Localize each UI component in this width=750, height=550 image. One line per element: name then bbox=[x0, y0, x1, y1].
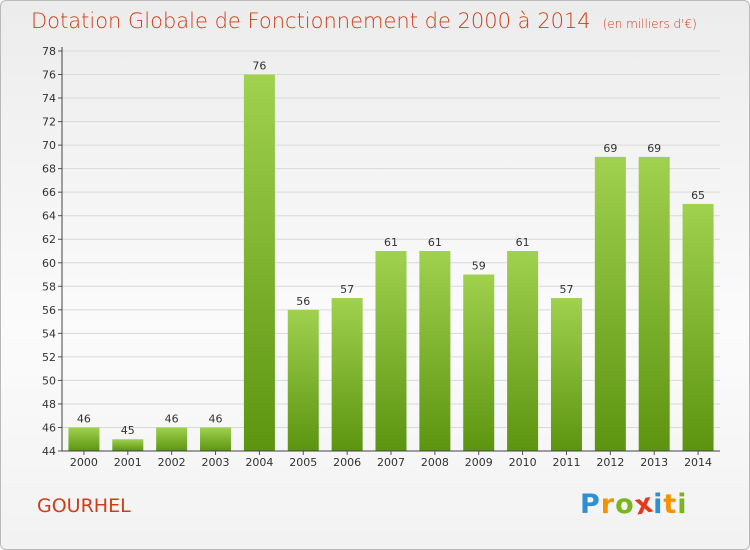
y-tick-label: 66 bbox=[42, 186, 56, 199]
bar bbox=[375, 251, 407, 451]
y-tick-label: 52 bbox=[42, 351, 56, 364]
bar bbox=[331, 298, 363, 451]
x-tick-label: 2013 bbox=[640, 456, 668, 469]
x-tick-label: 2000 bbox=[70, 456, 98, 469]
bar-value-label: 59 bbox=[472, 260, 486, 273]
bar-value-label: 69 bbox=[603, 142, 617, 155]
logo-letter: r bbox=[600, 489, 616, 520]
proxiti-logo[interactable]: Proxiti bbox=[580, 487, 688, 521]
bar bbox=[507, 251, 539, 451]
logo-letter: P bbox=[580, 489, 601, 520]
bar bbox=[112, 439, 144, 451]
y-tick-label: 50 bbox=[42, 374, 56, 387]
y-tick-label: 54 bbox=[42, 327, 56, 340]
commune-name: GOURHEL bbox=[37, 495, 131, 517]
bar bbox=[68, 427, 100, 451]
y-tick-label: 64 bbox=[42, 210, 56, 223]
x-tick-label: 2007 bbox=[377, 456, 405, 469]
chart-subtitle: (en milliers d'€) bbox=[602, 17, 697, 31]
x-tick-label: 2012 bbox=[596, 456, 624, 469]
y-tick-label: 44 bbox=[42, 445, 56, 458]
y-tick-label: 60 bbox=[42, 257, 56, 270]
y-tick-label: 62 bbox=[42, 233, 56, 246]
bar-value-label: 45 bbox=[121, 424, 135, 437]
x-tick-label: 2006 bbox=[333, 456, 361, 469]
y-tick-label: 46 bbox=[42, 421, 56, 434]
x-tick-label: 2003 bbox=[202, 456, 230, 469]
bar-value-label: 46 bbox=[165, 412, 179, 425]
x-tick-label: 2008 bbox=[421, 456, 449, 469]
x-tick-label: 2001 bbox=[114, 456, 142, 469]
x-tick-label: 2002 bbox=[158, 456, 186, 469]
bar-value-label: 61 bbox=[384, 236, 398, 249]
y-tick-label: 72 bbox=[42, 116, 56, 129]
x-tick-label: 2010 bbox=[509, 456, 537, 469]
bars: 46 45 46 46 76 56 57 61 61 59 61 57 69 69 65 bbox=[68, 60, 714, 451]
bar-value-label: 46 bbox=[77, 412, 91, 425]
bar-value-label: 56 bbox=[296, 295, 310, 308]
y-tick-label: 48 bbox=[42, 398, 56, 411]
bar bbox=[243, 74, 275, 451]
logo-letter: t bbox=[663, 489, 678, 520]
bar-value-label: 65 bbox=[691, 189, 705, 202]
bar-value-label: 69 bbox=[647, 142, 661, 155]
bar bbox=[156, 427, 188, 451]
bar bbox=[550, 298, 582, 451]
bar-value-label: 61 bbox=[516, 236, 530, 249]
x-tick-label: 2014 bbox=[684, 456, 712, 469]
bar-value-label: 76 bbox=[252, 60, 266, 73]
bar bbox=[594, 156, 626, 451]
x-tick-label: 2011 bbox=[552, 456, 580, 469]
logo-letter: i bbox=[677, 489, 688, 520]
x-tick-label: 2005 bbox=[289, 456, 317, 469]
y-tick-label: 74 bbox=[42, 92, 56, 105]
bar bbox=[463, 274, 495, 451]
axes: 44 46 48 50 52 54 56 58 60 62 64 66 68 70 72 74 76 78 2000… bbox=[42, 45, 720, 469]
bar-value-label: 57 bbox=[559, 283, 573, 296]
bar bbox=[682, 203, 714, 451]
logo-letter: i bbox=[653, 489, 664, 520]
logo-letter: o bbox=[615, 489, 635, 520]
y-tick-label: 58 bbox=[42, 280, 56, 293]
chart-title: Dotation Globale de Fonctionnement de 20… bbox=[31, 9, 697, 33]
bar-value-label: 61 bbox=[428, 236, 442, 249]
y-tick-label: 68 bbox=[42, 163, 56, 176]
y-tick-label: 76 bbox=[42, 69, 56, 82]
bar-value-label: 46 bbox=[209, 412, 223, 425]
x-tick-label: 2009 bbox=[465, 456, 493, 469]
bar bbox=[419, 251, 451, 451]
bar bbox=[200, 427, 232, 451]
y-tick-label: 78 bbox=[42, 45, 56, 58]
y-tick-label: 56 bbox=[42, 304, 56, 317]
bar bbox=[287, 309, 319, 451]
x-tick-label: 2004 bbox=[245, 456, 273, 469]
bar-value-label: 57 bbox=[340, 283, 354, 296]
bar bbox=[638, 156, 670, 451]
y-tick-label: 70 bbox=[42, 139, 56, 152]
